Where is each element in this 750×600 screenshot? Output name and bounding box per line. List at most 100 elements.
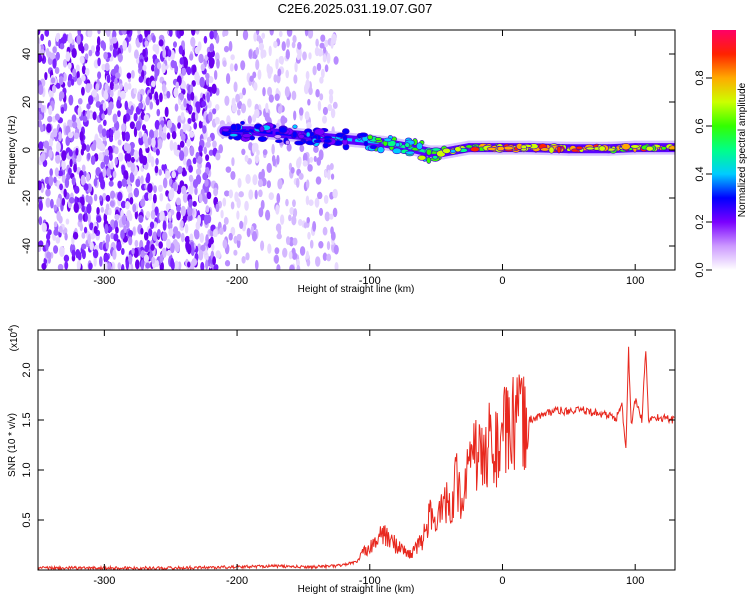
noise-cell [274,247,280,255]
noise-cell [133,187,140,198]
noise-cell [63,102,68,112]
noise-cell [93,256,97,267]
noise-cell [315,176,322,185]
noise-cell [104,62,110,72]
noise-cell [54,167,59,177]
noise-cell [58,215,63,224]
signal-blob [426,156,432,164]
noise-cell [140,198,146,208]
noise-cell [115,72,121,79]
noise-cell [54,113,60,121]
noise-cell [77,30,82,36]
noise-cell [38,43,42,53]
noise-cell [121,214,127,226]
noise-cell [177,122,181,129]
noise-cell [156,62,162,70]
signal-blob [229,133,239,138]
noise-cell [105,240,109,250]
noise-cell [273,254,279,264]
noise-cell [120,200,127,209]
noise-cell [91,89,98,98]
noise-cell [174,260,179,270]
noise-cell [292,199,296,208]
noise-cell [205,72,210,80]
noise-cell [282,247,288,258]
noise-cell [208,111,213,122]
noise-cell [81,164,86,172]
noise-cell [126,209,132,221]
colorbar-label: Normalized spectral amplitude [737,82,748,217]
noise-cell [124,100,129,111]
noise-cell [106,30,111,37]
noise-cell [236,233,242,241]
noise-cell [213,30,218,39]
noise-cell [109,44,114,52]
noise-cell [251,142,256,154]
noise-cell [312,65,317,76]
noise-cell [322,252,328,261]
noise-cell [203,35,208,44]
signal-blob [668,145,675,151]
noise-cell [229,63,234,72]
spectrogram-signal-trace [216,120,675,164]
noise-cell [322,226,328,236]
noise-cell [302,160,308,167]
y-tick-label: 20 [21,96,33,108]
noise-cell [73,202,79,213]
noise-cell [97,124,103,134]
noise-cell [208,149,214,156]
noise-cell [255,30,260,36]
noise-cell [46,123,52,133]
snr-x-axis-label: Height of straight line (km) [298,584,415,595]
signal-blob [442,147,451,154]
noise-cell [132,226,136,236]
noise-cell [154,165,159,174]
noise-cell [173,60,178,70]
signal-blob [469,146,480,153]
noise-cell [326,241,331,251]
noise-cell [333,244,339,255]
noise-cell [89,222,94,231]
noise-cell [130,156,135,163]
noise-cell [330,108,336,119]
noise-cell [113,83,120,90]
noise-cell [184,223,189,234]
noise-cell [285,198,289,207]
noise-cell [138,214,144,223]
noise-cell [167,49,172,58]
noise-cell [125,200,130,210]
noise-cell [209,30,215,40]
noise-cell [185,122,190,132]
noise-cell [116,241,122,252]
snr-scale-note: (x104) [8,325,20,352]
noise-cell [322,115,328,124]
noise-cell [179,140,185,148]
noise-cell [265,209,271,221]
noise-cell [288,214,292,222]
noise-cell [202,125,207,134]
signal-blob [292,130,298,139]
noise-cell [183,97,187,108]
noise-cell [233,81,238,93]
signal-blob [404,142,410,148]
noise-cell [237,178,242,188]
noise-cell [309,156,314,163]
noise-cell [224,190,230,197]
noise-cell [162,220,167,231]
snr-x-ticks: -300 -200 -100 0 100 [93,330,644,587]
noise-cell [121,178,128,188]
noise-cell [246,227,251,238]
noise-cell [141,124,147,131]
noise-cell [237,100,243,110]
noise-cell [154,137,159,149]
noise-cell [180,232,185,243]
noise-cell [320,34,326,42]
noise-cell [117,110,121,118]
noise-cell [55,33,60,43]
noise-cell [307,231,311,240]
noise-cell [177,165,183,174]
noise-cell [285,49,290,60]
noise-cell [56,197,61,208]
noise-cell [126,153,132,162]
noise-cell [52,57,57,69]
